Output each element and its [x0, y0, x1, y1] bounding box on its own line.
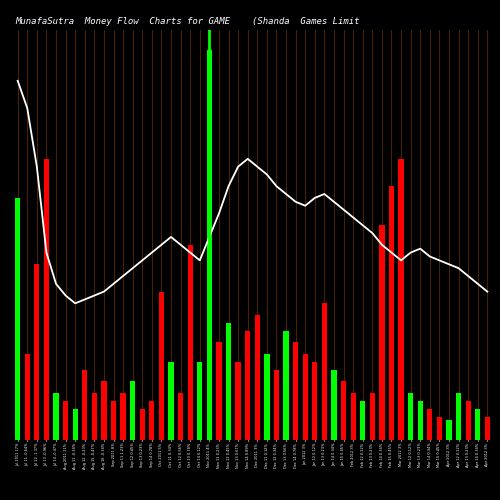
Bar — [226, 323, 231, 440]
Bar — [130, 382, 136, 440]
Bar — [188, 245, 193, 440]
Bar — [34, 264, 40, 440]
Bar — [284, 330, 288, 440]
Text: MunafaSutra  Money Flow  Charts for GAME: MunafaSutra Money Flow Charts for GAME — [15, 17, 230, 26]
Bar — [302, 354, 308, 440]
Bar — [120, 393, 126, 440]
Bar — [484, 416, 490, 440]
Bar — [24, 354, 30, 440]
Bar — [418, 401, 423, 440]
Bar — [254, 315, 260, 440]
Bar — [350, 393, 356, 440]
Bar — [446, 420, 452, 440]
Bar — [398, 159, 404, 440]
Bar — [236, 362, 241, 440]
Bar — [206, 50, 212, 440]
Bar — [15, 198, 20, 440]
Bar — [149, 401, 154, 440]
Bar — [389, 186, 394, 440]
Bar — [332, 370, 336, 440]
Bar — [245, 330, 250, 440]
Bar — [264, 354, 270, 440]
Bar — [408, 393, 414, 440]
Text: (Shanda  Games Limit: (Shanda Games Limit — [252, 17, 360, 26]
Bar — [380, 225, 384, 440]
Bar — [216, 342, 222, 440]
Bar — [140, 409, 145, 440]
Bar — [274, 370, 279, 440]
Bar — [178, 393, 183, 440]
Bar — [44, 159, 49, 440]
Bar — [293, 342, 298, 440]
Bar — [82, 370, 87, 440]
Bar — [72, 409, 78, 440]
Bar — [54, 393, 59, 440]
Bar — [159, 292, 164, 440]
Bar — [197, 362, 202, 440]
Bar — [102, 382, 106, 440]
Bar — [427, 409, 432, 440]
Bar — [168, 362, 173, 440]
Bar — [475, 409, 480, 440]
Bar — [370, 393, 375, 440]
Bar — [92, 393, 97, 440]
Bar — [312, 362, 318, 440]
Bar — [456, 393, 461, 440]
Bar — [111, 401, 116, 440]
Bar — [466, 401, 471, 440]
Bar — [437, 416, 442, 440]
Bar — [360, 401, 366, 440]
Bar — [322, 304, 327, 440]
Bar — [341, 382, 346, 440]
Bar — [63, 401, 68, 440]
